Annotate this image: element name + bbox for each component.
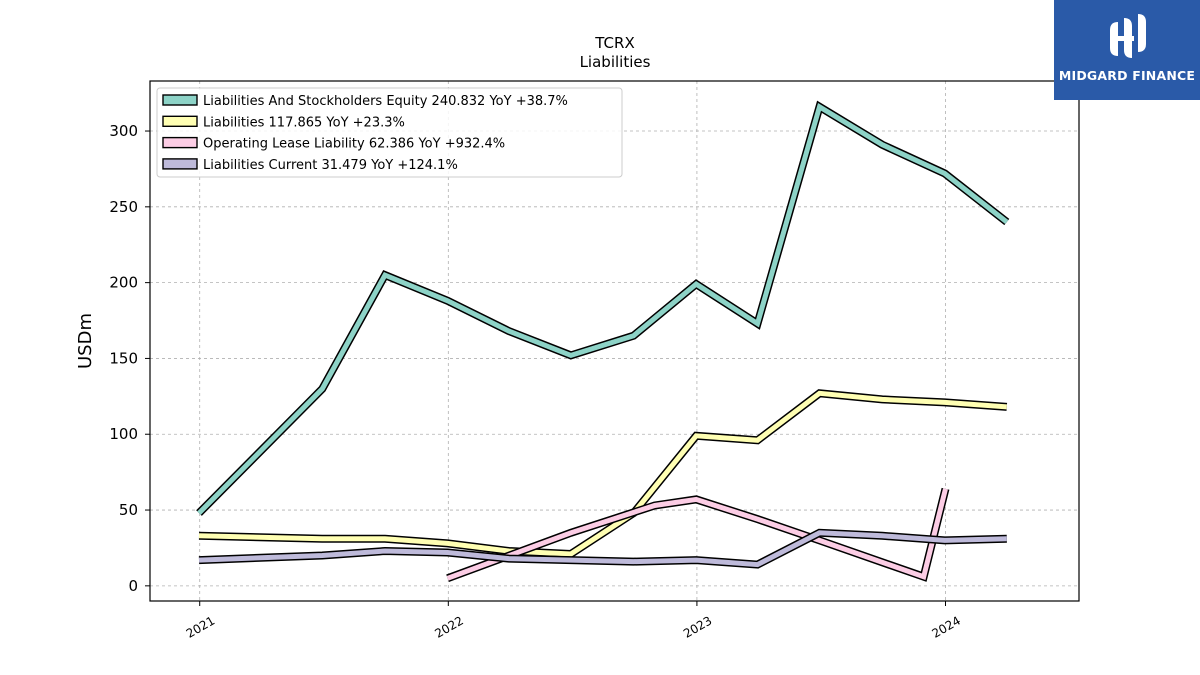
series-line-outline: [198, 389, 1008, 559]
legend-item: Liabilities And Stockholders Equity 240.…: [162, 94, 568, 109]
midgard-logo-icon: [1110, 14, 1146, 58]
legend-swatch: [162, 94, 198, 106]
y-tick-label: 200: [109, 274, 138, 292]
series-3: [198, 528, 1007, 569]
legend-swatch: [162, 136, 198, 149]
series-line: [198, 530, 1007, 568]
legend-item: Operating Lease Liability 62.386 YoY +93…: [162, 136, 505, 152]
chart-subtitle: Liabilities: [580, 53, 651, 71]
legend-swatch: [162, 115, 198, 128]
y-tick-label: 300: [109, 122, 138, 140]
y-axis-label: USDm: [75, 313, 96, 369]
series-0: [196, 100, 1010, 516]
series-line: [197, 102, 1009, 515]
series-layer: [196, 100, 1010, 583]
series-2: [446, 487, 950, 583]
x-tick-label: 2022: [432, 613, 465, 640]
chart-title: TCRX: [594, 34, 634, 52]
series-line: [446, 488, 948, 581]
y-tick-label: 50: [119, 501, 138, 519]
y-tick-label: 250: [109, 198, 138, 216]
legend-label: Operating Lease Liability 62.386 YoY +93…: [203, 137, 505, 152]
legend-label: Liabilities Current 31.479 YoY +124.1%: [203, 158, 458, 173]
legend-label: Liabilities 117.865 YoY +23.3%: [203, 115, 405, 130]
brand-logo: MIDGARD FINANCE: [1054, 0, 1200, 100]
y-tick-label: 100: [109, 425, 138, 443]
plot-frame: [149, 80, 1080, 602]
y-tick-label: 0: [128, 577, 138, 595]
axis-ticks: 0 50 100 150 200 250 300 2021 2022 2023 2024: [109, 122, 963, 641]
legend-item: Liabilities Current 31.479 YoY +124.1%: [162, 158, 458, 173]
legend: Liabilities And Stockholders Equity 240.…: [156, 87, 623, 178]
legend-item: Liabilities 117.865 YoY +23.3%: [162, 115, 405, 130]
legend-swatch: [162, 158, 198, 170]
y-tick-label: 150: [109, 349, 138, 367]
legend-box: [156, 87, 623, 178]
x-tick-label: 2023: [681, 613, 714, 640]
legend-label: Liabilities And Stockholders Equity 240.…: [203, 94, 568, 109]
x-tick-label: 2021: [184, 613, 217, 640]
x-tick-label: 2024: [930, 613, 963, 640]
series-1: [198, 389, 1008, 559]
brand-name: MIDGARD FINANCE: [1058, 68, 1196, 83]
